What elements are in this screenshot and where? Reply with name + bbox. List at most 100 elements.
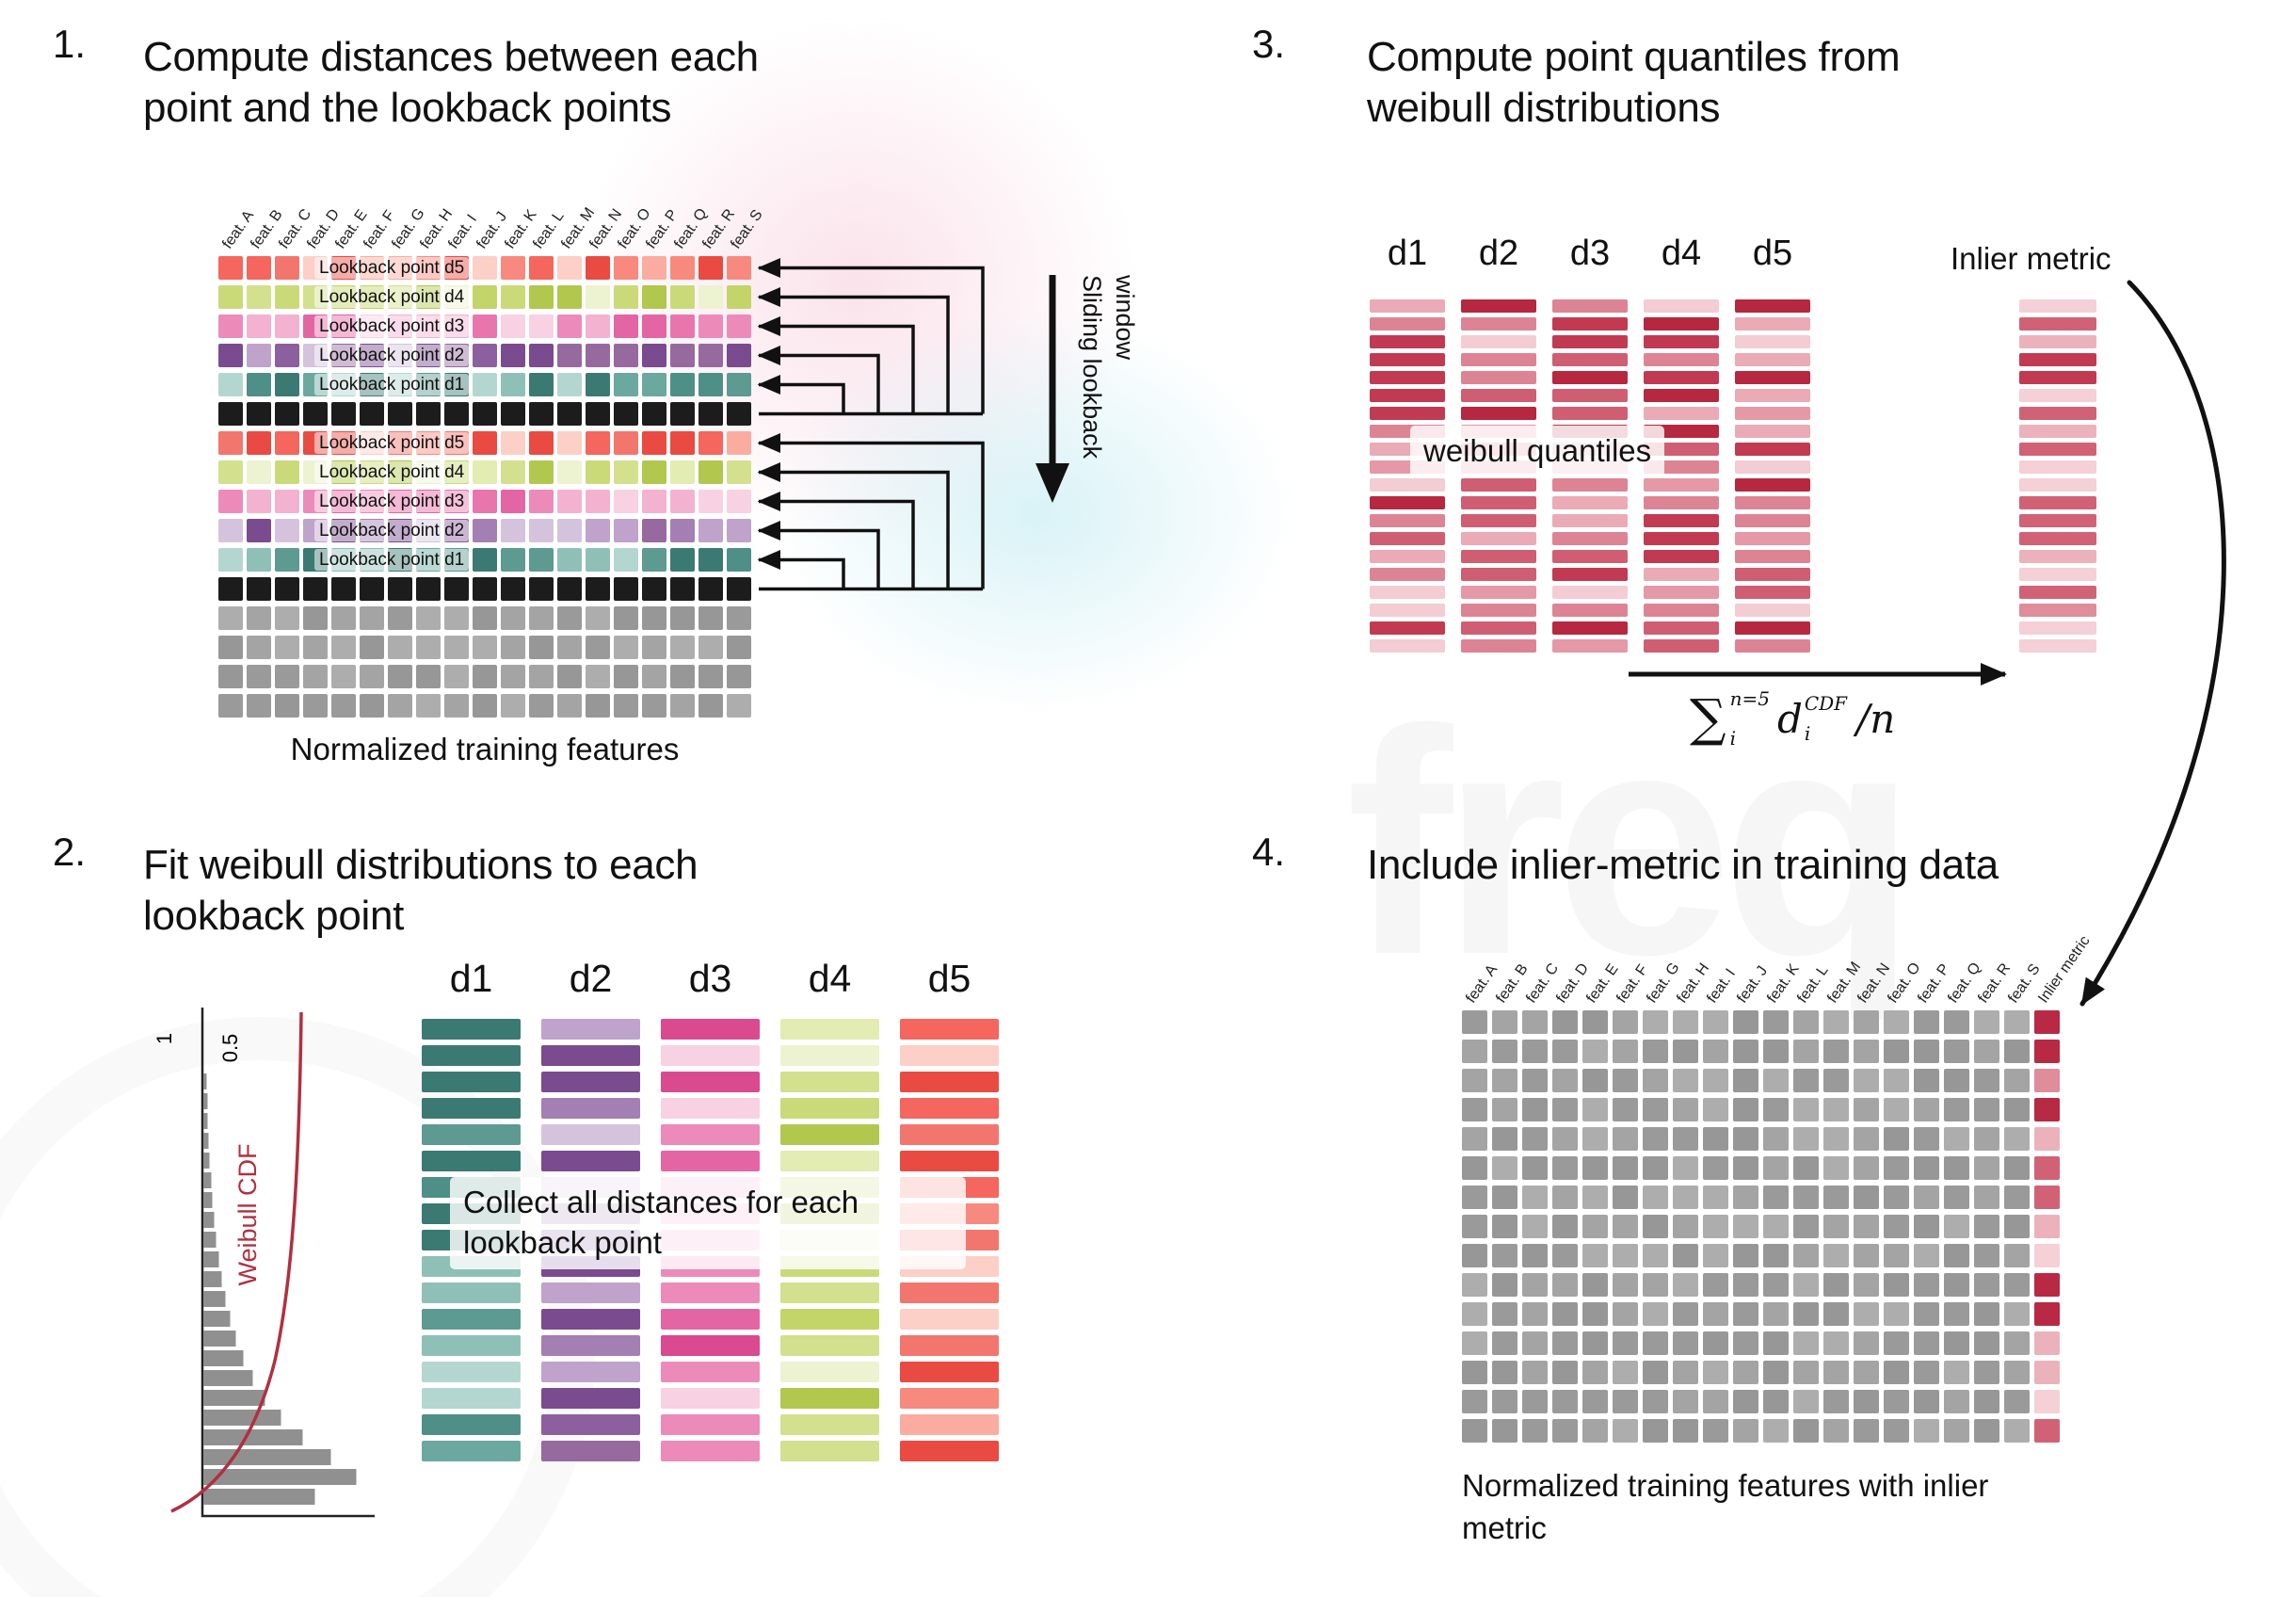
feature-cell [1793, 1390, 1819, 1413]
inlier-metric-label: Inlier metric [1951, 241, 2111, 276]
feature-cell [1522, 1244, 1548, 1267]
grid-row [1462, 1127, 2060, 1151]
distance-bar [2019, 407, 2096, 420]
feature-cell [2004, 1419, 2030, 1443]
feature-cell [1944, 1419, 1969, 1443]
feature-cell [1823, 1215, 1849, 1238]
current-point-cell [388, 577, 412, 601]
grid-row: Lookback point d2 [218, 344, 751, 367]
feature-cell [1823, 1010, 1849, 1034]
distance-bar [1735, 443, 1810, 456]
current-point-cell [218, 402, 243, 426]
lookback-row-label: Lookback point d2 [314, 520, 470, 541]
feature-cell [1703, 1331, 1728, 1355]
panel3-number: 3. [1252, 22, 1286, 66]
feature-cell [275, 665, 299, 688]
feature-cell [247, 665, 271, 688]
feature-cell [1854, 1273, 1879, 1297]
distance-bar [541, 1282, 640, 1303]
feature-cell [1462, 1069, 1487, 1092]
grid-row: Lookback point d2 [218, 519, 751, 542]
distance-bar [661, 1124, 760, 1145]
feature-cell [2004, 1127, 2030, 1151]
distance-column-header: d4 [1661, 234, 1702, 273]
distance-bar [1461, 568, 1536, 581]
lookback-cell [501, 490, 525, 513]
lookback-cell [529, 315, 554, 338]
lookback-cell [670, 315, 695, 338]
lookback-cell [586, 490, 610, 513]
distance-column-header: d3 [1569, 234, 1611, 273]
lookback-cell [218, 373, 243, 396]
feature-cell [1914, 1361, 1939, 1384]
feature-cell [1974, 1419, 1999, 1443]
lookback-cell [247, 373, 271, 396]
grid-row [1462, 1156, 2060, 1180]
distance-bar [900, 1414, 999, 1435]
feature-cell [388, 665, 412, 688]
lookback-cell [473, 285, 497, 309]
feature-cell [1974, 1244, 1999, 1267]
distance-column-header: d5 [927, 957, 971, 1000]
feature-cell [1733, 1040, 1758, 1063]
feature-cell [1703, 1010, 1728, 1034]
distance-bar [2019, 460, 2096, 474]
feature-cell [1884, 1273, 1909, 1297]
feature-cell [1613, 1069, 1638, 1092]
inlier-metric-column [2019, 299, 2096, 653]
feature-cell [1582, 1127, 1608, 1151]
feature-cell [1643, 1390, 1668, 1413]
feature-cell [614, 694, 638, 718]
feature-cell [303, 636, 328, 659]
lookback-cell [642, 285, 666, 309]
feature-cell [1703, 1361, 1728, 1384]
grid-row [1462, 1244, 2060, 1267]
feature-cell [1763, 1419, 1789, 1443]
distance-bar [422, 1335, 521, 1356]
feature-cell [1763, 1010, 1789, 1034]
distance-bar [422, 1309, 521, 1330]
distance-bar [1370, 514, 1445, 527]
feature-cell [1703, 1040, 1728, 1063]
feature-cell [1793, 1244, 1819, 1267]
feature-cell [1673, 1069, 1698, 1092]
lookback-row-label: Lookback point d5 [314, 257, 470, 279]
distance-bar [2019, 550, 2096, 563]
feature-cell [1884, 1010, 1909, 1034]
feature-cell [1854, 1069, 1879, 1092]
distance-bar [1735, 550, 1810, 563]
feature-cell [1703, 1302, 1728, 1326]
inlier-cell [2034, 1069, 2060, 1092]
feature-cell [1793, 1186, 1819, 1209]
inlier-cell [2034, 1186, 2060, 1209]
distance-bar [661, 1282, 760, 1303]
lookback-cell [247, 315, 271, 338]
feature-cell [1462, 1010, 1487, 1034]
distance-bar [1644, 621, 1719, 635]
feature-cell [1492, 1331, 1517, 1355]
distance-bar [422, 1045, 521, 1066]
lookback-cell [473, 315, 497, 338]
feature-cell [1733, 1361, 1758, 1384]
inlier-cell [2034, 1273, 2060, 1297]
feature-cell [1522, 1302, 1548, 1326]
feature-cell [1492, 1156, 1517, 1180]
lookback-cell [727, 460, 751, 484]
feature-cell [1793, 1302, 1819, 1326]
inlier-cell [2034, 1156, 2060, 1180]
distance-bar [1552, 532, 1628, 545]
distance-bar [422, 1362, 521, 1382]
feature-cell [670, 694, 695, 718]
lookback-distance-arrow [757, 258, 985, 414]
feature-cell [1854, 1331, 1879, 1355]
feature-cell [218, 694, 243, 718]
lookback-cell [614, 373, 638, 396]
lookback-cell [275, 490, 299, 513]
current-point-cell [416, 402, 441, 426]
feature-cell [218, 606, 243, 630]
distance-bar [1552, 371, 1628, 384]
lookback-cell [698, 519, 723, 542]
histogram-bar [203, 1172, 212, 1188]
feature-cell [1462, 1361, 1487, 1384]
distance-bar [1370, 568, 1445, 581]
